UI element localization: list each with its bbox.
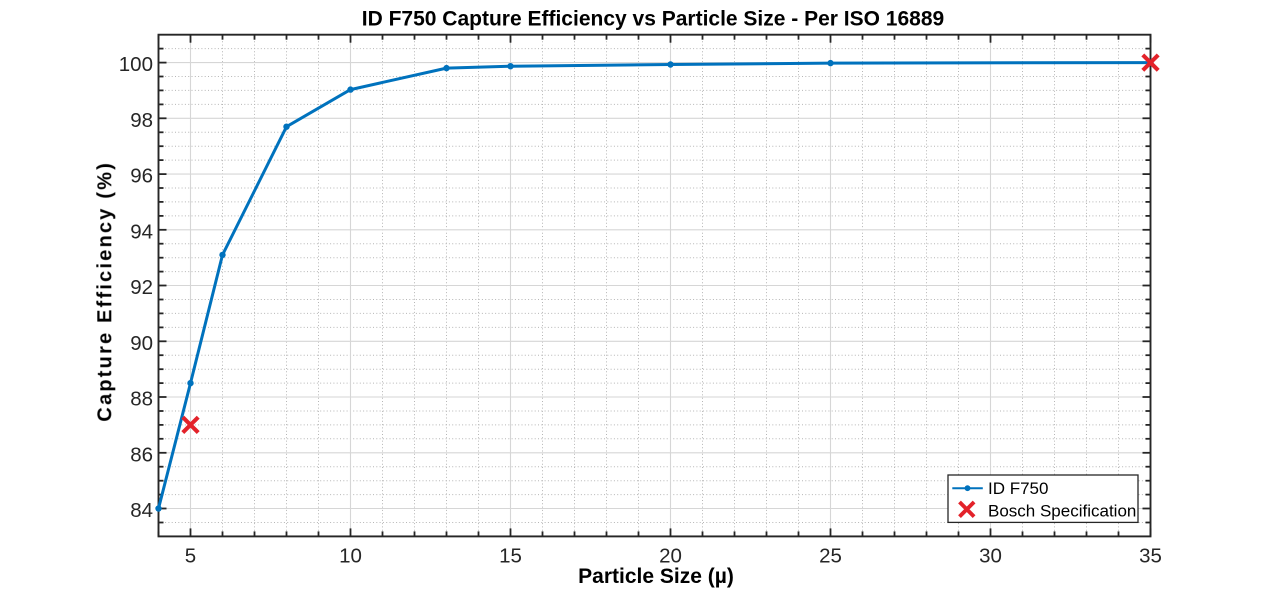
svg-text:10: 10	[339, 544, 362, 567]
svg-text:15: 15	[499, 544, 522, 567]
svg-text:ID F750: ID F750	[988, 479, 1048, 498]
svg-text:94: 94	[130, 220, 153, 243]
svg-text:ID F750 Capture Efficiency vs: ID F750 Capture Efficiency vs Particle S…	[362, 7, 944, 30]
svg-text:100: 100	[119, 53, 153, 76]
svg-text:35: 35	[1139, 544, 1162, 567]
svg-text:5: 5	[185, 544, 196, 567]
svg-text:Particle Size (µ): Particle Size (µ)	[578, 565, 734, 588]
svg-text:30: 30	[979, 544, 1002, 567]
svg-text:25: 25	[819, 544, 842, 567]
svg-text:20: 20	[659, 544, 682, 567]
svg-text:88: 88	[130, 388, 153, 411]
svg-text:98: 98	[130, 109, 153, 132]
svg-text:Bosch Specification: Bosch Specification	[988, 502, 1136, 521]
svg-text:84: 84	[130, 499, 153, 522]
svg-text:Capture Efficiency (%): Capture Efficiency (%)	[94, 161, 116, 422]
svg-text:92: 92	[130, 276, 153, 299]
svg-text:96: 96	[130, 165, 153, 188]
svg-text:86: 86	[130, 443, 153, 466]
svg-text:90: 90	[130, 332, 153, 355]
